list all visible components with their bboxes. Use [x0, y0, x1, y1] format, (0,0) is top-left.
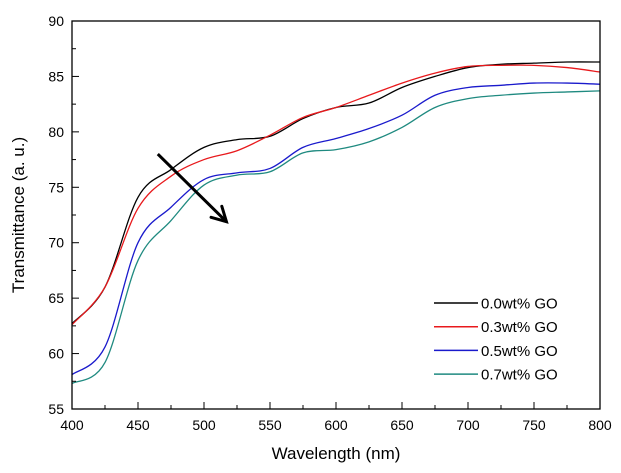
- y-tick-label: 65: [48, 290, 64, 306]
- legend-item: 0.7wt% GO: [434, 367, 558, 384]
- legend-item: 0.0wt% GO: [434, 296, 558, 313]
- legend-item: 0.3wt% GO: [434, 319, 558, 336]
- plot-lines: [71, 61, 601, 385]
- x-tick-label: 550: [258, 417, 282, 433]
- x-tick-label: 750: [522, 417, 546, 433]
- x-tick-label: 500: [192, 417, 216, 433]
- series-line-1: [71, 64, 601, 326]
- series-line-3: [71, 90, 601, 385]
- series-line-0: [71, 61, 601, 325]
- x-tick-label: 700: [456, 417, 480, 433]
- y-tick-label: 60: [48, 346, 64, 362]
- legend-label: 0.3wt% GO: [481, 319, 558, 336]
- x-tick-label: 600: [324, 417, 348, 433]
- y-tick-label: 75: [48, 179, 64, 195]
- y-tick-label: 85: [48, 68, 64, 84]
- x-tick-label: 450: [126, 417, 150, 433]
- legend-label: 0.0wt% GO: [481, 296, 558, 313]
- y-axis-title: Transmittance (a. u.): [9, 137, 28, 293]
- annotations: [156, 152, 229, 224]
- y-tick-label: 55: [48, 401, 64, 417]
- legend-item: 0.5wt% GO: [434, 343, 558, 360]
- x-tick-label: 400: [60, 417, 84, 433]
- trend-arrow-head-icon: [209, 204, 229, 224]
- x-axis-ticks: 400 450 500 550 600 650 700 750 800: [60, 402, 612, 433]
- y-tick-label: 80: [48, 124, 64, 140]
- x-tick-label: 800: [588, 417, 612, 433]
- trend-arrow-shaft: [156, 152, 228, 223]
- y-axis-ticks: 55 60 65 70 75 80 85 90: [48, 13, 79, 417]
- x-axis-title: Wavelength (nm): [272, 444, 401, 463]
- legend-label: 0.5wt% GO: [481, 343, 558, 360]
- y-tick-label: 90: [48, 13, 64, 29]
- legend: 0.0wt% GO 0.3wt% GO 0.5wt% GO 0.7wt% GO: [434, 296, 558, 384]
- x-tick-label: 650: [390, 417, 414, 433]
- legend-label: 0.7wt% GO: [481, 367, 558, 384]
- y-tick-label: 70: [48, 235, 64, 251]
- series-line-2: [71, 82, 601, 376]
